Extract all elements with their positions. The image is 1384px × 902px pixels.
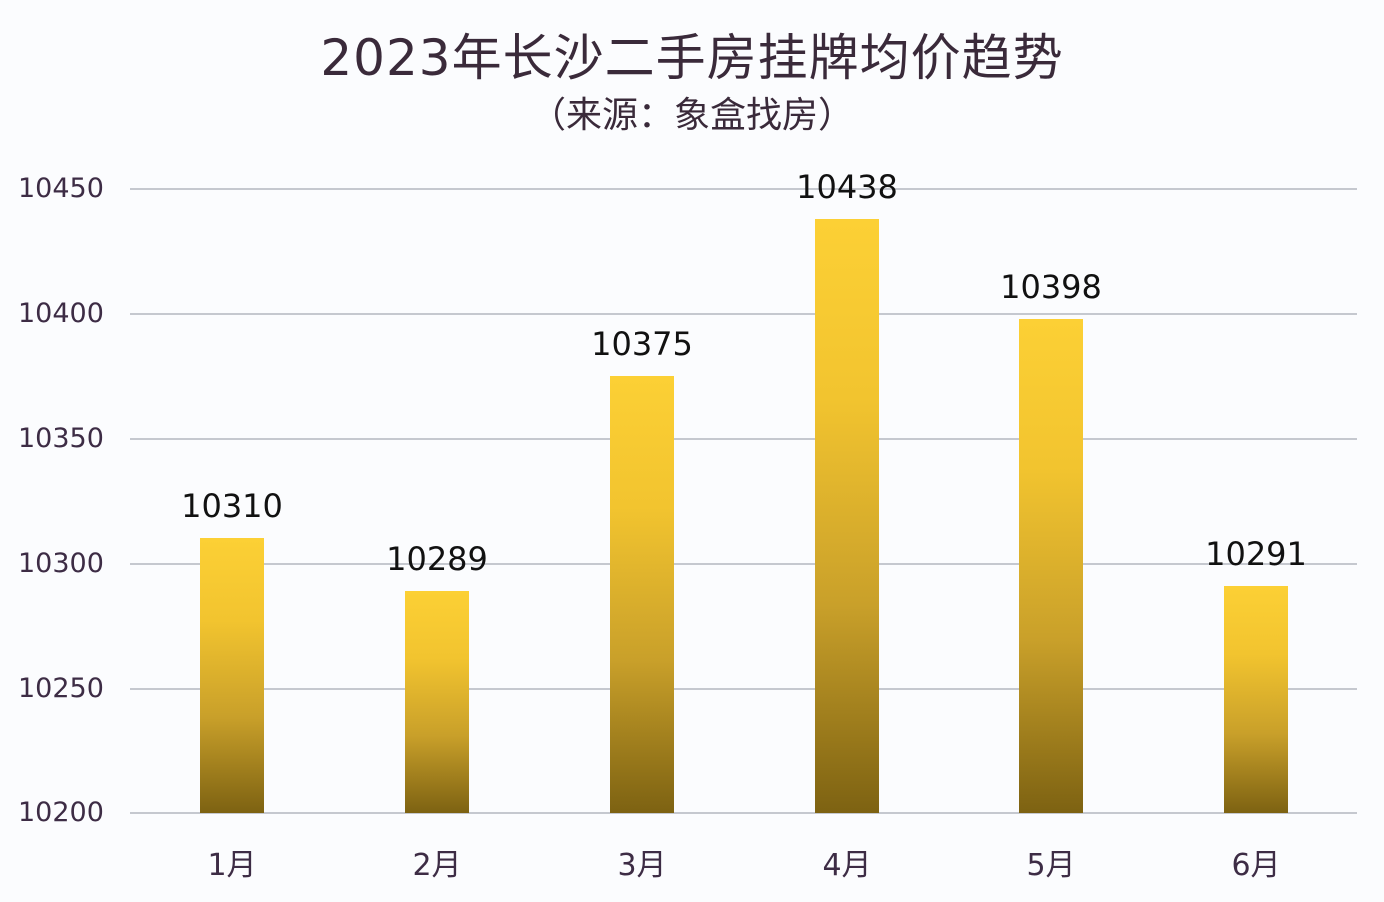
bar-feb xyxy=(405,590,469,813)
y-tick-label: 10350 xyxy=(18,423,104,454)
data-label: 10398 xyxy=(1000,267,1102,306)
bar-jan xyxy=(200,538,264,813)
x-tick-label: 6月 xyxy=(1231,848,1281,883)
data-label: 10291 xyxy=(1205,534,1307,573)
x-tick-label: 1月 xyxy=(207,848,257,883)
y-tick-label: 10400 xyxy=(18,298,104,329)
bar-may xyxy=(1019,318,1083,813)
data-label: 10438 xyxy=(796,167,898,206)
x-tick-label: 5月 xyxy=(1026,848,1076,883)
gridline-10400 xyxy=(130,313,1357,315)
data-label: 10375 xyxy=(591,325,693,364)
data-label: 10289 xyxy=(386,539,488,578)
x-tick-label: 2月 xyxy=(412,848,462,883)
gridline-10450 xyxy=(130,188,1357,190)
gridline-10350 xyxy=(130,438,1357,440)
data-label: 10310 xyxy=(181,487,283,526)
bar-apr xyxy=(815,218,879,813)
y-tick-label: 10300 xyxy=(18,548,104,579)
gridline-10250 xyxy=(130,688,1357,690)
y-tick-label: 10200 xyxy=(18,797,104,828)
x-tick-label: 4月 xyxy=(822,848,872,883)
bar-mar xyxy=(610,376,674,813)
y-tick-label: 10250 xyxy=(18,673,104,704)
bar-jun xyxy=(1224,585,1288,813)
x-axis-line xyxy=(130,812,1357,814)
x-tick-label: 3月 xyxy=(617,848,667,883)
chart-title: 2023年长沙二手房挂牌均价趋势 xyxy=(320,29,1064,87)
y-tick-label: 10450 xyxy=(18,173,104,204)
chart-subtitle: （来源：象盒找房） xyxy=(529,95,854,136)
gridline-10300 xyxy=(130,563,1357,565)
